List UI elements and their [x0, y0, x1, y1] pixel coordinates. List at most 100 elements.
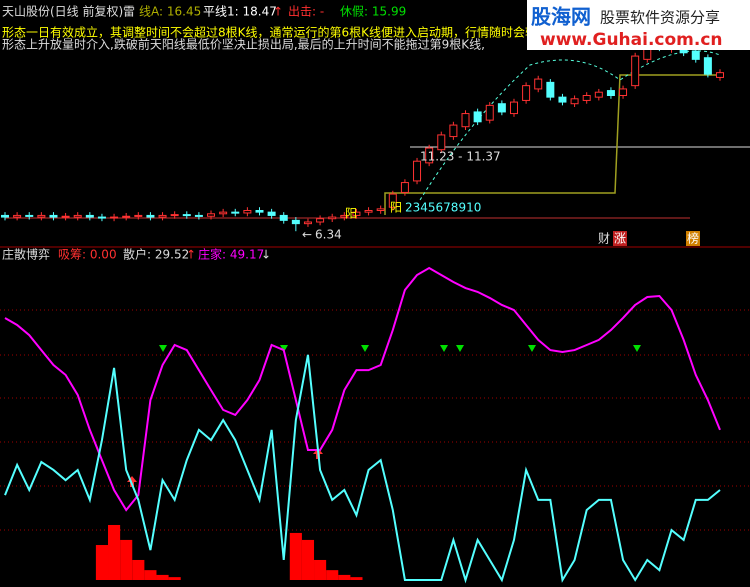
candle-body [509, 101, 518, 115]
panel-title: 庄散博弈 [2, 247, 50, 262]
candle-body [461, 113, 470, 128]
arrow: ↓ [261, 248, 271, 262]
candle-body [37, 214, 46, 218]
candle-body [534, 78, 543, 90]
volume-bar [95, 545, 109, 580]
range-label: 11.23 - 11.37 [420, 150, 501, 164]
candle-body [134, 214, 143, 217]
yang: 阳 [345, 207, 357, 221]
candle-body [122, 215, 131, 218]
candle-body [364, 210, 373, 213]
candle-body [340, 214, 349, 218]
candle-body [388, 193, 397, 208]
candle-body [400, 182, 409, 193]
watermark-site: 股海网 [531, 5, 591, 29]
candle-body [207, 213, 216, 217]
candle-body [243, 210, 252, 214]
candle-body [352, 211, 361, 216]
arrow: ↑ [186, 248, 196, 262]
chu-ji: 出击: - [288, 5, 324, 19]
candle-body [85, 214, 94, 218]
candle-body [49, 214, 58, 218]
candle-body [619, 88, 628, 97]
volume-bar [338, 574, 351, 580]
watermark-box [527, 0, 750, 50]
candle-body [594, 91, 603, 98]
candle-body [255, 210, 264, 213]
candle-body [413, 160, 422, 182]
candle-body [716, 72, 724, 78]
volume-bar [120, 539, 133, 580]
candle-body [558, 96, 567, 103]
candle-body [691, 50, 700, 60]
candle-body [25, 214, 34, 217]
xiu-jia: 休假: 15.99 [340, 5, 406, 19]
bang: 榜 [687, 231, 699, 246]
signal-markers [159, 345, 641, 352]
volume-bar [156, 574, 169, 580]
candle-body [606, 90, 615, 96]
candle-body [473, 111, 482, 123]
volume-bar [108, 524, 121, 580]
candle-body [497, 103, 506, 113]
candle-body [316, 218, 325, 223]
candle-body [449, 124, 458, 138]
volume-bar [168, 577, 181, 580]
watermark-url: www.Guhai.com.cn [540, 30, 723, 50]
stock-name: 天山股份(日线 前复权) [2, 4, 123, 19]
candle-body [703, 57, 712, 75]
candle-body [182, 214, 191, 217]
grid [0, 309, 750, 531]
watermark-slogan: 股票软件资源分享 [600, 9, 720, 27]
candle-body [231, 211, 240, 214]
candle-body [546, 81, 555, 98]
volume-bar [301, 539, 315, 580]
candle-body [425, 147, 434, 164]
candle-body [437, 134, 446, 151]
volume-bar [326, 570, 339, 580]
candle-body [279, 214, 288, 221]
candle-body [158, 214, 167, 218]
candle-body [194, 214, 203, 217]
volume-bar [350, 577, 363, 580]
candle-body [570, 98, 579, 105]
candle-body [267, 211, 276, 216]
candle-body [291, 219, 300, 225]
candle-body [522, 85, 531, 101]
arrow: ↑ [273, 5, 283, 19]
zhuang-jia: 庄家: 49.17 [198, 247, 264, 262]
tag-bg [686, 231, 700, 246]
xi-chou: 吸筹: 0.00 [58, 248, 117, 262]
candle-body [219, 211, 228, 215]
candle-body [376, 208, 385, 212]
candle-body [73, 214, 82, 218]
candle-body [303, 221, 312, 225]
candle-body [110, 216, 119, 219]
candle-body [97, 216, 106, 219]
line-a: 线A: 16.45 [139, 5, 201, 19]
candle-body [61, 215, 70, 218]
ping-xian: 平线1: 18.47 [203, 5, 277, 19]
volume-bar [144, 570, 157, 580]
candle-body [13, 214, 22, 218]
candle-body [485, 104, 494, 121]
candle-body [170, 214, 179, 217]
lei: 雷 [123, 5, 135, 19]
volume-bar [289, 532, 302, 580]
candle-body [328, 216, 337, 220]
candle-body [146, 214, 155, 218]
low-label: 6.34 [315, 228, 342, 242]
indicator-line [4, 266, 721, 512]
count: 2345678910 [405, 201, 481, 215]
indicator-line [4, 354, 721, 584]
candle-body [1, 214, 9, 218]
note: 形态一日有效成立，其调整时间不会超过8根K线，通常运行的第6根K线便进入启动期，… [2, 25, 537, 40]
tag-bg [613, 231, 627, 246]
cai: 财 [598, 232, 610, 246]
candle-body [631, 55, 640, 87]
san-hu: 散户: 29.52 [123, 247, 189, 262]
volume-bar [132, 559, 145, 580]
volume-bar [314, 559, 327, 580]
candle-body [582, 95, 591, 101]
note: 形态上升放量时介入,跌破前天阳线最低价坚决止损出局,最后的上升时间不能拖过第9根… [2, 37, 485, 52]
